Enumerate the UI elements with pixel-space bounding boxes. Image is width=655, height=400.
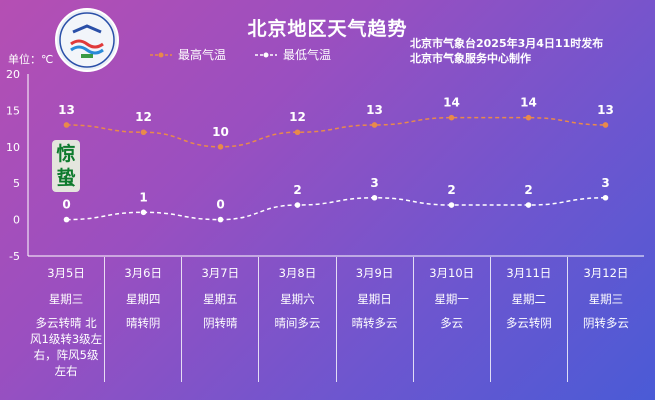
day-column: 3月12日星期三阴转多云 <box>568 257 644 382</box>
y-tick-label: 15 <box>6 104 20 117</box>
data-label-low: 0 <box>216 198 224 212</box>
weather-label: 多云转阴 <box>505 316 552 330</box>
data-point-high <box>140 129 147 136</box>
y-tick-label: 20 <box>6 68 20 81</box>
data-label-low: 0 <box>62 198 70 212</box>
data-label-low: 2 <box>447 183 455 197</box>
weekday-label: 星期三 <box>48 292 84 306</box>
series-line-high <box>66 116 606 148</box>
issuer-line-2: 北京市气象服务中心制作 <box>410 52 531 65</box>
data-point-low <box>525 202 532 208</box>
data-label-high: 10 <box>212 125 229 139</box>
date-label: 3月5日 <box>47 266 85 280</box>
weekday-label: 星期三 <box>588 292 624 306</box>
solar-term-text: 惊蛰 <box>56 143 76 189</box>
y-tick-label: 10 <box>6 141 20 154</box>
data-point-high <box>448 114 455 121</box>
data-label-high: 13 <box>597 103 614 117</box>
legend-low: 最低气温 <box>255 46 331 63</box>
data-label-low: 2 <box>524 183 532 197</box>
legend-low-label: 最低气温 <box>283 48 332 62</box>
series-line-low <box>66 197 606 221</box>
data-point-high <box>602 122 609 128</box>
data-point-high <box>371 122 378 128</box>
legend-high: 最高气温 <box>150 46 226 63</box>
weekday-label: 星期二 <box>511 292 547 306</box>
day-column: 3月8日星期六晴间多云 <box>259 257 337 382</box>
weather-label: 多云转晴 北风1级转3级左右，阵风5级左右 <box>30 316 103 378</box>
day-column: 3月7日星期五阴转晴 <box>182 257 260 382</box>
weekday-label: 星期日 <box>357 292 392 306</box>
data-label-high: 12 <box>135 110 152 124</box>
forecast-table: 3月5日 星期三 多云转晴 北风1级转3级左右，阵风5级左右 3月6日 星期四 晴转阴 3月… <box>28 257 644 382</box>
weather-label: 多云 <box>440 316 464 330</box>
data-point-low <box>63 216 70 223</box>
unit-label: 单位：℃ <box>8 53 54 66</box>
weekday-label: 星期四 <box>125 292 161 306</box>
data-label-low: 2 <box>293 183 301 197</box>
date-label: 3月8日 <box>278 266 317 280</box>
weekday-label: 星期五 <box>203 292 238 306</box>
date-label: 3月11日 <box>506 266 552 280</box>
day-column: 3月10日星期一多云 <box>414 257 491 382</box>
issuer-info: 北京市气象台2025年3月4日11时发布 北京市气象服务中心制作 <box>410 36 603 66</box>
date-label: 3月10日 <box>429 266 475 280</box>
data-label-low: 1 <box>139 190 147 204</box>
weather-label: 晴转多云 <box>351 316 398 330</box>
data-label-low: 3 <box>370 176 378 190</box>
data-point-high <box>217 144 224 150</box>
data-point-low <box>371 194 378 201</box>
weekday-label: 星期六 <box>280 292 315 306</box>
chart-title: 北京地区天气趋势 <box>247 18 408 40</box>
day-column: 3月6日星期四晴转阴 <box>105 257 183 382</box>
date-label: 3月7日 <box>201 266 240 280</box>
day-column: 3月9日星期日晴转多云 <box>337 257 414 382</box>
date-label: 3月9日 <box>355 266 394 280</box>
solar-term-badge: 惊蛰 <box>52 140 80 192</box>
data-label-high: 13 <box>366 103 383 117</box>
data-point-high <box>294 129 301 136</box>
data-point-low <box>140 209 147 216</box>
weather-label: 阴转多云 <box>582 316 629 330</box>
y-tick-label: -5 <box>9 250 20 263</box>
data-point-high <box>63 122 70 128</box>
date-label: 3月6日 <box>124 266 162 280</box>
data-label-high: 13 <box>58 103 75 117</box>
data-label-high: 12 <box>289 110 306 124</box>
date-label: 3月12日 <box>583 266 629 280</box>
day-column: 3月11日星期二多云转阴 <box>491 257 568 382</box>
data-label-high: 14 <box>443 96 460 110</box>
day-column: 3月5日星期三多云转晴 北风1级转3级左右，阵风5级左右 <box>28 257 106 382</box>
data-label-high: 14 <box>520 96 537 110</box>
legend-high-label: 最高气温 <box>178 48 227 62</box>
weather-label: 阴转晴 <box>203 316 238 330</box>
data-point-low <box>294 202 301 208</box>
weather-label: 晴间多云 <box>274 316 321 330</box>
data-point-high <box>525 114 532 121</box>
issuer-line-1: 北京市气象台2025年3月4日11时发布 <box>410 37 604 50</box>
data-label-low: 3 <box>601 176 609 190</box>
y-tick-label: 0 <box>13 214 20 227</box>
weekday-label: 星期一 <box>434 292 469 306</box>
data-point-low <box>448 202 455 208</box>
data-point-low <box>602 194 609 201</box>
y-tick-label: 5 <box>13 177 20 190</box>
weather-label: 晴转阴 <box>125 316 161 330</box>
meteorological-logo <box>55 8 119 72</box>
data-point-low <box>217 216 224 223</box>
